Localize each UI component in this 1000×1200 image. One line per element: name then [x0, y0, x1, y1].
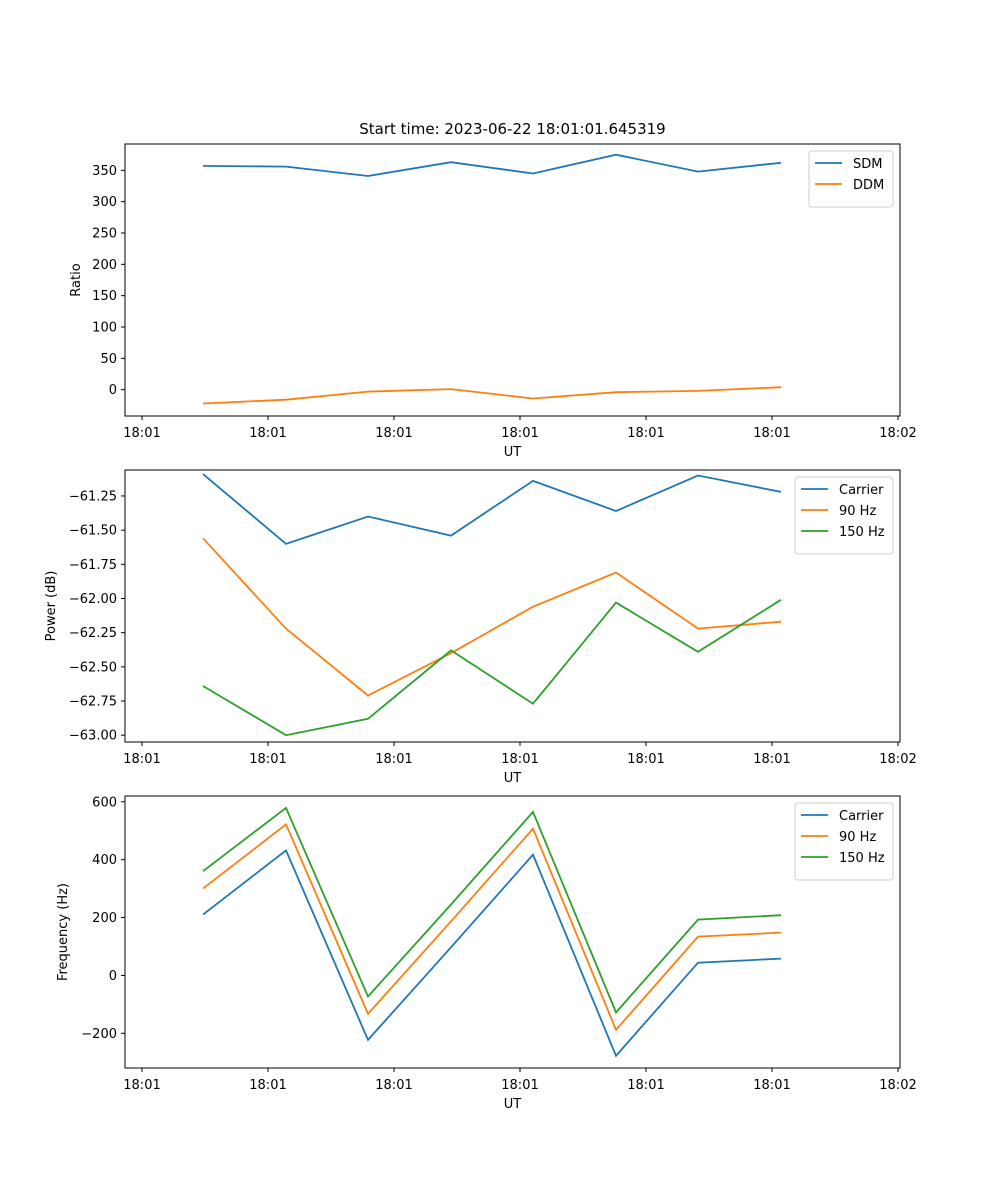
x-tick-label: 18:02 [879, 426, 916, 441]
y-tick-label: 250 [92, 226, 117, 241]
y-tick-label: 350 [92, 164, 117, 179]
y-tick-label: −63.00 [69, 729, 117, 744]
chart-panel-2: 18:01 18:01 18:01 18:01 18:01 18:01 18:02 UT −63… [44, 469, 917, 786]
legend-entry: SDM [853, 157, 882, 172]
legend-box [794, 476, 894, 555]
y-axis-label: Power (dB) [44, 571, 59, 642]
y-tick-label: −62.00 [69, 592, 117, 607]
x-axis-label: UT [504, 1097, 522, 1112]
series-line-150-hz [202, 806, 782, 1015]
x-tick-label: 18:01 [627, 1078, 664, 1093]
x-tick-label: 18:01 [627, 426, 664, 441]
chart-panel-1: 18:01 18:01 18:01 18:01 18:01 18:01 18:02 UT 0 50… [69, 143, 917, 460]
legend-box [808, 150, 894, 208]
legend: SDM DDM [808, 150, 894, 208]
legend-entry: Carrier [839, 483, 884, 498]
axes-frame [124, 795, 901, 1069]
x-tick-label: 18:01 [249, 1078, 286, 1093]
series-line-sdm [202, 153, 782, 177]
series-line-carrier [202, 848, 782, 1058]
x-tick-label: 18:01 [627, 752, 664, 767]
y-tick-label: 50 [100, 352, 117, 367]
x-tick-label: 18:02 [879, 752, 916, 767]
y-tick-label: 200 [92, 258, 117, 273]
chart-panel-3: 18:01 18:01 18:01 18:01 18:01 18:01 18:02 UT −20… [56, 795, 917, 1112]
x-tick-label: 18:01 [375, 426, 412, 441]
y-tick-label: −61.50 [69, 524, 117, 539]
legend: Carrier 90 Hz 150 Hz [794, 802, 894, 881]
y-tick-label: 100 [92, 321, 117, 336]
axes-frame [124, 143, 901, 417]
y-tick-label: 0 [109, 969, 117, 984]
series-line-90-hz [202, 537, 782, 697]
x-tick-label: 18:01 [375, 1078, 412, 1093]
y-tick-label: −61.75 [69, 558, 117, 573]
x-tick-label: 18:01 [123, 426, 160, 441]
x-tick-label: 18:02 [879, 1078, 916, 1093]
y-axis-label: Frequency (Hz) [56, 883, 71, 981]
y-tick-label: −62.75 [69, 694, 117, 709]
series-line-150-hz [202, 599, 782, 737]
y-tick-label: 150 [92, 289, 117, 304]
legend-entry: Carrier [839, 809, 884, 824]
figure-title: Start time: 2023-06-22 18:01:01.645319 [359, 120, 666, 138]
x-tick-label: 18:01 [123, 752, 160, 767]
x-tick-label: 18:01 [753, 1078, 790, 1093]
x-tick-label: 18:01 [249, 426, 286, 441]
axes-frame [124, 469, 901, 743]
x-tick-label: 18:01 [249, 752, 286, 767]
legend-box [794, 802, 894, 881]
legend-entry: 90 Hz [839, 830, 876, 845]
y-tick-label: 200 [92, 911, 117, 926]
series-line-ddm [202, 386, 782, 405]
y-tick-label: 400 [92, 853, 117, 868]
x-tick-label: 18:01 [501, 1078, 538, 1093]
legend-entry: DDM [853, 178, 884, 193]
x-tick-label: 18:01 [501, 752, 538, 767]
y-tick-label: 300 [92, 195, 117, 210]
x-tick-label: 18:01 [123, 1078, 160, 1093]
y-tick-label: −62.50 [69, 660, 117, 675]
x-tick-label: 18:01 [753, 426, 790, 441]
y-tick-label: 0 [109, 383, 117, 398]
y-tick-label: −62.25 [69, 626, 117, 641]
x-tick-label: 18:01 [501, 426, 538, 441]
x-tick-label: 18:01 [375, 752, 412, 767]
legend-entry: 150 Hz [839, 851, 885, 866]
legend-entry: 90 Hz [839, 504, 876, 519]
y-tick-label: −61.25 [69, 489, 117, 504]
legend: Carrier 90 Hz 150 Hz [794, 476, 894, 555]
y-tick-label: −200 [81, 1027, 117, 1042]
x-axis-label: UT [504, 445, 522, 460]
series-line-90-hz [202, 822, 782, 1032]
y-axis-label: Ratio [69, 263, 84, 296]
y-tick-label: 600 [92, 795, 117, 810]
x-tick-label: 18:01 [753, 752, 790, 767]
series-line-carrier [202, 473, 782, 545]
x-axis-label: UT [504, 771, 522, 786]
legend-entry: 150 Hz [839, 525, 885, 540]
